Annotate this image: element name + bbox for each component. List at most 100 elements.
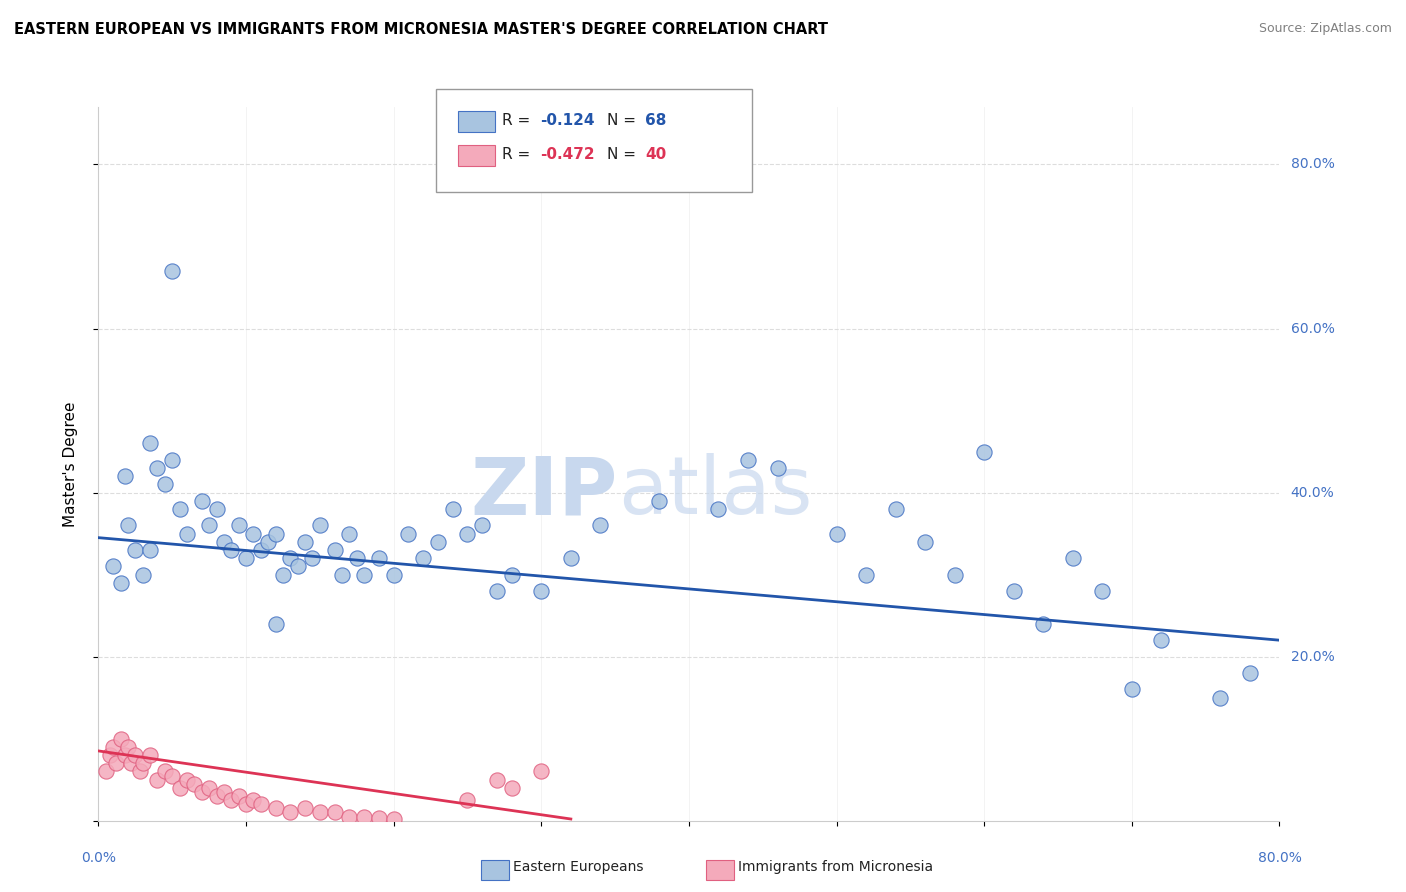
Point (110, 731, 132, 746)
Point (169, 780, 191, 795)
Point (280, 805, 302, 820)
Point (103, 739, 125, 754)
Point (146, 772, 169, 787)
Point (176, 526, 198, 541)
Point (264, 616, 287, 631)
Point (146, 461, 169, 475)
Point (124, 747, 146, 762)
Point (346, 551, 368, 566)
Point (486, 772, 509, 787)
Point (353, 567, 375, 582)
Point (884, 502, 907, 516)
Point (176, 772, 198, 787)
Point (250, 797, 273, 812)
Point (330, 567, 353, 582)
Point (825, 526, 848, 541)
Point (1002, 584, 1025, 599)
Text: ZIP: ZIP (471, 453, 619, 532)
Point (339, 809, 361, 823)
Point (183, 777, 205, 791)
Point (117, 518, 139, 533)
Text: 40: 40 (645, 147, 666, 161)
Text: 60.0%: 60.0% (1291, 321, 1334, 335)
Point (589, 518, 612, 533)
Point (242, 526, 264, 541)
Point (264, 801, 287, 815)
Point (228, 518, 250, 533)
Point (169, 502, 191, 516)
Point (132, 756, 155, 771)
Point (855, 567, 877, 582)
Point (914, 534, 936, 549)
Point (162, 452, 183, 467)
Point (257, 534, 280, 549)
Point (124, 543, 146, 558)
Text: EASTERN EUROPEAN VS IMMIGRANTS FROM MICRONESIA MASTER'S DEGREE CORRELATION CHART: EASTERN EUROPEAN VS IMMIGRANTS FROM MICR… (14, 22, 828, 37)
Point (114, 747, 136, 762)
Point (943, 567, 966, 582)
Point (737, 452, 759, 467)
Point (94, 764, 117, 779)
Point (560, 551, 582, 566)
Text: N =: N = (607, 113, 641, 128)
Point (235, 797, 257, 812)
Text: 40.0%: 40.0% (1291, 485, 1334, 500)
Point (212, 534, 235, 549)
Text: Immigrants from Micronesia: Immigrants from Micronesia (738, 860, 934, 874)
Point (132, 567, 155, 582)
Point (398, 526, 420, 541)
Point (382, 812, 405, 826)
Point (339, 526, 361, 541)
Point (1209, 690, 1232, 705)
Point (212, 785, 235, 799)
Point (530, 764, 553, 779)
Point (271, 567, 294, 582)
Point (457, 793, 479, 807)
Point (139, 543, 162, 558)
Point (707, 502, 730, 516)
Point (110, 575, 132, 590)
Text: 0.0%: 0.0% (82, 851, 115, 865)
Point (457, 526, 479, 541)
Point (153, 477, 176, 491)
Text: R =: R = (502, 147, 536, 161)
Point (530, 584, 553, 599)
Point (205, 502, 228, 516)
Point (114, 469, 136, 483)
Point (1150, 633, 1173, 648)
Point (471, 518, 494, 533)
Text: 68: 68 (645, 113, 666, 128)
Text: Source: ZipAtlas.com: Source: ZipAtlas.com (1258, 22, 1392, 36)
Point (323, 543, 346, 558)
Point (501, 780, 523, 795)
Point (309, 805, 332, 820)
Point (412, 551, 434, 566)
Point (287, 559, 309, 574)
Point (128, 764, 150, 779)
Point (191, 493, 214, 508)
Point (205, 789, 228, 803)
Point (309, 518, 332, 533)
Point (221, 793, 243, 807)
Text: atlas: atlas (619, 453, 813, 532)
Point (441, 502, 464, 516)
Point (368, 551, 391, 566)
Point (1239, 665, 1261, 680)
Point (153, 764, 176, 779)
Point (382, 567, 405, 582)
Point (250, 543, 273, 558)
Point (427, 534, 450, 549)
Point (1091, 584, 1114, 599)
Text: 80.0%: 80.0% (1291, 158, 1334, 171)
Point (198, 780, 221, 795)
Point (301, 551, 323, 566)
Point (228, 789, 250, 803)
Point (264, 526, 287, 541)
Text: N =: N = (607, 147, 641, 161)
Point (648, 493, 671, 508)
Point (191, 785, 214, 799)
Point (139, 747, 162, 762)
Point (353, 809, 375, 823)
Text: -0.124: -0.124 (540, 113, 595, 128)
Point (103, 559, 125, 574)
